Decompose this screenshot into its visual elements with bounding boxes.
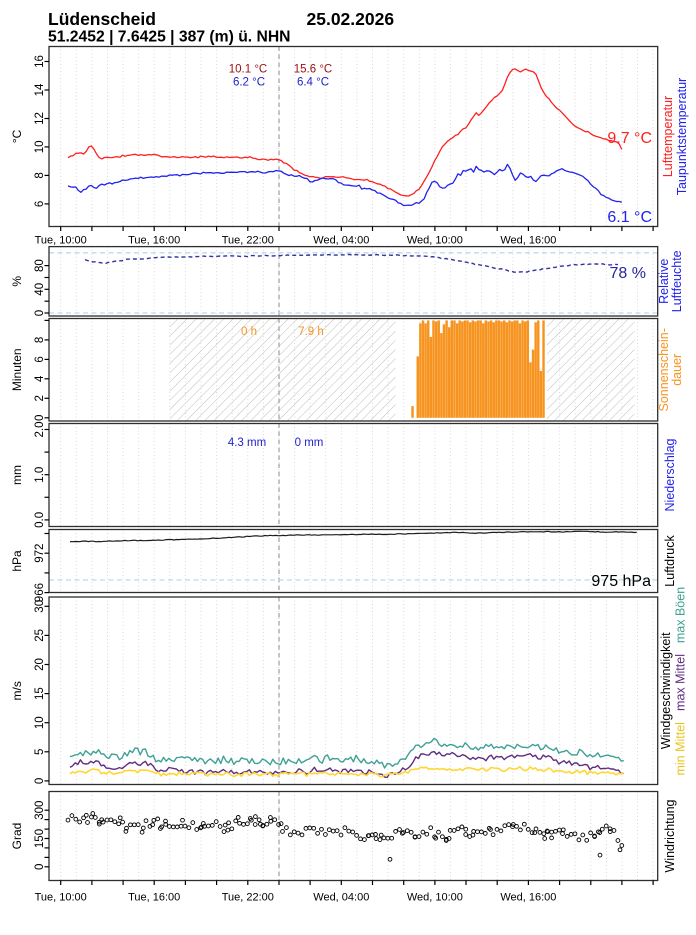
- svg-text:8: 8: [34, 337, 46, 343]
- svg-text:Wed, 10:00: Wed, 10:00: [407, 892, 463, 904]
- svg-text:150: 150: [34, 829, 46, 848]
- svg-text:12: 12: [34, 112, 46, 125]
- svg-text:20: 20: [34, 658, 46, 671]
- svg-text:25.02.2026: 25.02.2026: [307, 9, 395, 29]
- svg-text:0 mm: 0 mm: [295, 437, 324, 449]
- svg-text:Lufttemperatur: Lufttemperatur: [661, 96, 675, 177]
- svg-text:51.2452 | 7.6425 | 387 (m) ü.: 51.2452 | 7.6425 | 387 (m) ü. NHN: [48, 29, 290, 46]
- svg-text:0: 0: [34, 864, 46, 870]
- svg-text:Tue, 10:00: Tue, 10:00: [35, 892, 87, 904]
- svg-text:Wed, 16:00: Wed, 16:00: [500, 892, 556, 904]
- svg-text:Tue, 16:00: Tue, 16:00: [128, 235, 180, 247]
- svg-text:°C: °C: [10, 129, 24, 143]
- svg-text:Niederschlag: Niederschlag: [663, 438, 677, 511]
- svg-text:Luftdruck: Luftdruck: [663, 535, 677, 587]
- svg-text:0 h: 0 h: [241, 326, 257, 338]
- svg-text:30: 30: [34, 600, 46, 613]
- svg-text:966: 966: [34, 583, 46, 602]
- svg-text:Luftfeuchte: Luftfeuchte: [670, 250, 684, 312]
- svg-text:Minuten: Minuten: [10, 348, 24, 391]
- svg-text:dauer: dauer: [670, 354, 684, 386]
- svg-text:mm: mm: [10, 465, 24, 485]
- svg-text:1.0: 1.0: [34, 467, 46, 483]
- svg-text:%: %: [10, 276, 24, 287]
- svg-text:10: 10: [34, 141, 46, 154]
- svg-text:Wed, 16:00: Wed, 16:00: [500, 235, 556, 247]
- svg-text:4.3 mm: 4.3 mm: [228, 437, 266, 449]
- svg-text:Wed, 10:00: Wed, 10:00: [407, 235, 463, 247]
- svg-text:15: 15: [34, 687, 46, 700]
- svg-text:Tue, 10:00: Tue, 10:00: [35, 235, 87, 247]
- svg-text:972: 972: [34, 544, 46, 563]
- svg-text:6: 6: [34, 356, 46, 362]
- svg-text:40: 40: [34, 283, 46, 296]
- svg-text:Tue, 22:00: Tue, 22:00: [222, 892, 274, 904]
- svg-text:0.0: 0.0: [34, 512, 46, 528]
- svg-text:4: 4: [34, 375, 46, 382]
- svg-text:7.9 h: 7.9 h: [298, 326, 324, 338]
- svg-text:max Mittel: max Mittel: [674, 654, 688, 711]
- svg-text:Tue, 16:00: Tue, 16:00: [128, 892, 180, 904]
- svg-text:0: 0: [34, 778, 46, 784]
- svg-text:25: 25: [34, 629, 46, 642]
- svg-text:Tue, 22:00: Tue, 22:00: [222, 235, 274, 247]
- svg-text:0: 0: [34, 310, 46, 316]
- svg-text:16: 16: [34, 55, 46, 68]
- svg-text:14: 14: [34, 83, 46, 96]
- svg-text:Relative: Relative: [657, 259, 671, 304]
- svg-text:Sonnenschein-: Sonnenschein-: [657, 328, 671, 411]
- svg-text:6.2 °C: 6.2 °C: [233, 77, 265, 89]
- svg-text:2.0: 2.0: [34, 422, 46, 438]
- svg-text:15.6 °C: 15.6 °C: [294, 64, 332, 76]
- svg-text:78 %: 78 %: [610, 265, 646, 282]
- svg-text:2: 2: [34, 395, 46, 401]
- svg-text:m/s: m/s: [10, 681, 24, 700]
- svg-text:Grad: Grad: [10, 823, 24, 850]
- svg-text:5: 5: [34, 749, 46, 755]
- svg-text:6.4 °C: 6.4 °C: [297, 77, 329, 89]
- svg-text:0: 0: [34, 415, 46, 421]
- svg-text:min Mittel: min Mittel: [674, 722, 688, 775]
- svg-text:10.1 °C: 10.1 °C: [229, 64, 267, 76]
- svg-text:6.1 °C: 6.1 °C: [607, 209, 652, 226]
- svg-text:8: 8: [34, 172, 46, 178]
- svg-text:Wed, 04:00: Wed, 04:00: [313, 235, 369, 247]
- svg-text:6: 6: [34, 201, 46, 207]
- svg-text:hPa: hPa: [10, 550, 24, 572]
- svg-text:max Böen: max Böen: [674, 587, 688, 643]
- svg-text:975 hPa: 975 hPa: [591, 573, 651, 590]
- svg-text:9.7 °C: 9.7 °C: [607, 130, 652, 147]
- svg-text:Wed, 04:00: Wed, 04:00: [313, 892, 369, 904]
- svg-text:Taupunktstemperatur: Taupunktstemperatur: [675, 78, 689, 195]
- svg-text:10: 10: [34, 716, 46, 729]
- svg-text:Windrichtung: Windrichtung: [663, 799, 677, 872]
- svg-text:80: 80: [34, 259, 46, 272]
- svg-text:Windgeschwindigkeit: Windgeschwindigkeit: [659, 632, 673, 749]
- svg-text:Lüdenscheid: Lüdenscheid: [48, 9, 156, 29]
- svg-text:300: 300: [34, 801, 46, 820]
